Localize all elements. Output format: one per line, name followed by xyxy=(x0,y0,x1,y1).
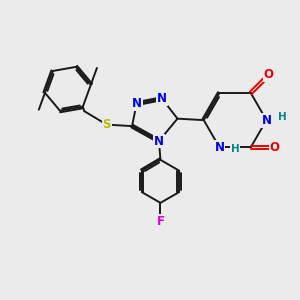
Text: O: O xyxy=(270,141,280,154)
Text: N: N xyxy=(262,114,272,127)
Text: F: F xyxy=(157,215,164,228)
Text: S: S xyxy=(103,118,111,131)
Text: O: O xyxy=(264,68,274,81)
Text: N: N xyxy=(157,92,167,105)
Text: H: H xyxy=(278,112,286,122)
Text: N: N xyxy=(214,141,224,154)
Text: H: H xyxy=(231,144,239,154)
Text: N: N xyxy=(154,134,164,148)
Text: N: N xyxy=(132,97,142,110)
